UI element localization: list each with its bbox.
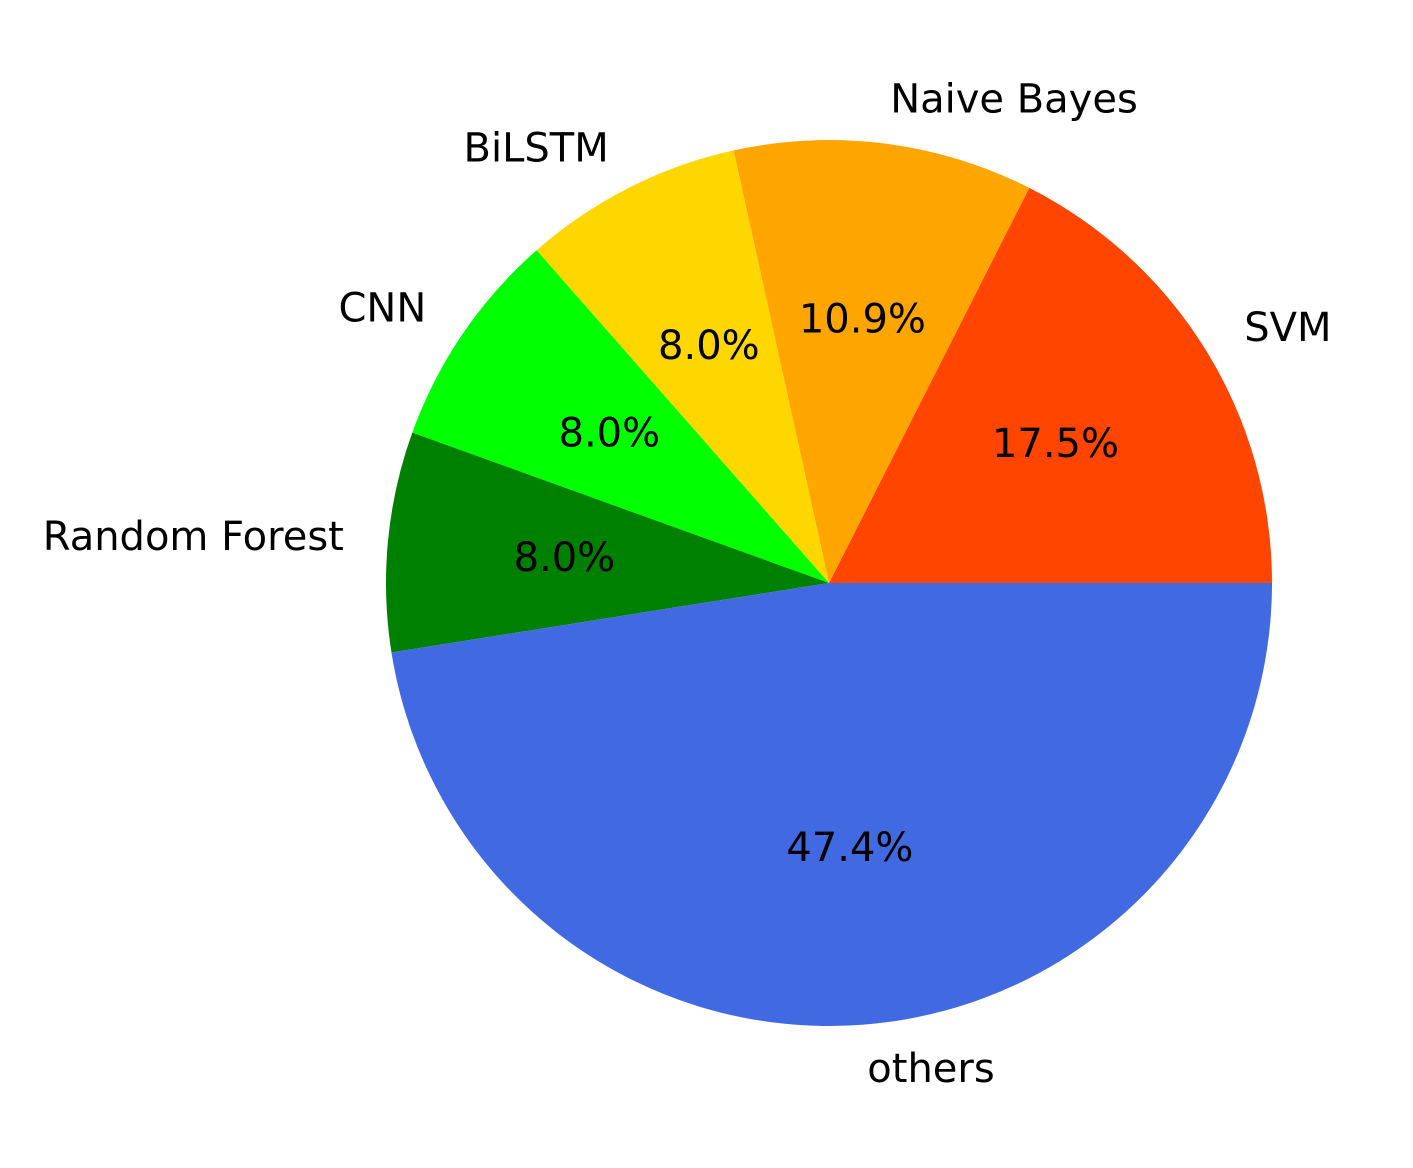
slice-label-svm: SVM xyxy=(1244,305,1331,351)
pie-slice-random-forest xyxy=(386,432,829,653)
pct-label-random-forest: 8.0% xyxy=(514,535,616,581)
pie-slice-bilstm xyxy=(536,150,829,583)
slice-label-random-forest: Random Forest xyxy=(43,514,344,560)
slice-label-cnn: CNN xyxy=(339,286,427,332)
slice-label-naive-bayes: Naive Bayes xyxy=(890,77,1138,123)
slice-label-others: others xyxy=(867,1046,994,1092)
pie-slice-svm xyxy=(829,187,1272,583)
pct-label-bilstm: 8.0% xyxy=(658,323,760,369)
pct-label-others: 47.4% xyxy=(786,825,913,871)
pie-slice-others xyxy=(391,583,1272,1027)
pie-slices xyxy=(386,140,1272,1027)
pct-label-svm: 17.5% xyxy=(992,421,1119,467)
pie-slice-cnn xyxy=(412,250,829,583)
pie-slice-naive-bayes xyxy=(733,140,1030,583)
pct-label-naive-bayes: 10.9% xyxy=(799,296,926,342)
slice-label-bilstm: BiLSTM xyxy=(464,125,609,171)
pct-label-cnn: 8.0% xyxy=(559,410,661,456)
pie-labels: SVM 17.5% Naive Bayes 10.9% BiLSTM 8.0% CNN 8.0… xyxy=(43,77,1332,1092)
